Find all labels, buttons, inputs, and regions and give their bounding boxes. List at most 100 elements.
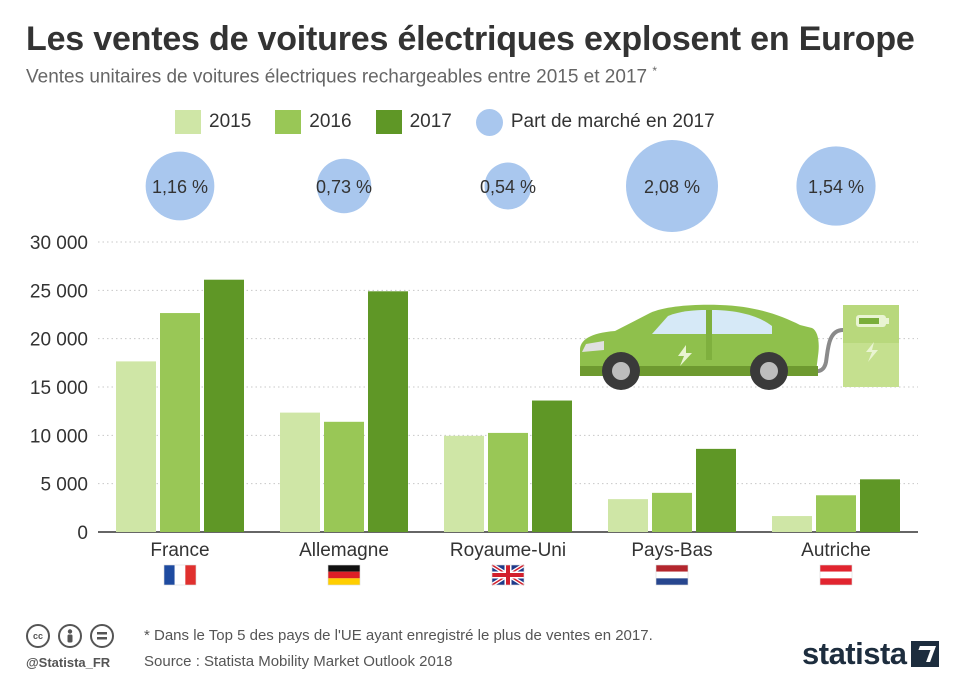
- flag-stripe: [328, 578, 360, 585]
- by-icon: [58, 624, 82, 648]
- x-tick-label: Pays-Bas: [631, 540, 712, 561]
- bar-2016: [652, 492, 692, 532]
- x-tick-label: France: [150, 540, 209, 561]
- germany-flag-icon: [327, 564, 361, 586]
- car-skirt: [580, 366, 818, 376]
- source: Source : Statista Mobility Market Outloo…: [144, 653, 453, 670]
- bar-2016: [816, 495, 856, 532]
- uk-flag-icon: [490, 563, 526, 587]
- cc-icon: cc: [26, 624, 50, 648]
- station-lightning-icon: [866, 342, 878, 362]
- car-pillar: [706, 310, 712, 360]
- legend-item-2015: 2015: [175, 110, 251, 134]
- bar-2017: [368, 291, 408, 532]
- austria-flag-icon: [819, 564, 853, 586]
- market-share-bubble: [626, 140, 718, 232]
- bars: [116, 279, 900, 532]
- battery-tip: [886, 318, 889, 324]
- market-share-label: 1,16 %: [152, 177, 208, 197]
- bar-2015: [772, 516, 812, 532]
- y-tick-label: 25 000: [30, 281, 88, 302]
- market-share-label: 1,54 %: [808, 177, 864, 197]
- legend-label-market-share: Part de marché en 2017: [510, 111, 715, 132]
- nd-icon: [90, 624, 114, 648]
- car-front-window: [652, 310, 706, 334]
- legend-item-2016: 2016: [275, 110, 352, 134]
- france-flag-icon: [163, 564, 197, 586]
- legend-swatch-market-share: [475, 108, 503, 136]
- statista-logo[interactable]: statista: [802, 636, 939, 672]
- x-tick-label: Royaume-Uni: [450, 540, 566, 561]
- market-share-bubble: [145, 151, 215, 221]
- brand-name: statista: [802, 636, 907, 671]
- flag-stripe: [656, 565, 688, 572]
- flag-stripe: [820, 578, 852, 585]
- y-tick-label: 20 000: [30, 330, 88, 351]
- bar-2015: [116, 361, 156, 532]
- statista-logo-icon: [910, 641, 939, 667]
- subtitle-footnote-mark: *: [652, 64, 658, 78]
- legend-swatch-2017: [375, 110, 402, 134]
- bar-2017: [204, 279, 244, 532]
- chart-title: Les ventes de voitures électriques explo…: [26, 20, 915, 58]
- flag-stripe: [656, 571, 688, 579]
- y-tick-label: 15 000: [30, 378, 88, 399]
- subtitle-text: Ventes unitaires de voitures électriques…: [26, 66, 648, 88]
- bar-2017: [860, 479, 900, 532]
- social-handle: @Statista_FR: [26, 655, 111, 670]
- equals-glyph: [97, 632, 107, 640]
- bar-2016: [488, 432, 528, 532]
- flag-border: [655, 564, 689, 586]
- flag-stripe: [164, 565, 175, 585]
- flag-stripe: [328, 571, 360, 579]
- flag-cross-red: [492, 573, 524, 577]
- electric-car-charging-icon: [580, 304, 899, 390]
- flag-border: [491, 564, 525, 586]
- x-tick-label: Allemagne: [299, 540, 389, 561]
- bar-2016: [324, 421, 364, 532]
- country-flags: [163, 563, 853, 587]
- y-axis-ticks: 0 5 000 10 000 15 000 20 000 25 000 30 000: [30, 233, 88, 544]
- market-share-bubble: [316, 158, 372, 214]
- netherlands-flag-icon: [655, 564, 689, 586]
- flag-stripe: [185, 565, 196, 585]
- chart-subtitle: Ventes unitaires de voitures électriques…: [26, 64, 657, 88]
- market-share-bubble: [484, 162, 532, 210]
- car-headlight: [582, 341, 604, 352]
- battery-level: [859, 318, 879, 324]
- y-tick-label: 5 000: [40, 475, 88, 496]
- bar-2015: [608, 499, 648, 532]
- car-rear-hub: [760, 362, 778, 380]
- market-share-label: 0,54 %: [480, 177, 536, 197]
- legend-label-2017: 2017: [409, 111, 452, 132]
- legend: 2015 2016 2017 Part de marché en 2017: [175, 108, 739, 136]
- market-share-label: 0,73 %: [316, 177, 372, 197]
- legend-label-2016: 2016: [309, 111, 352, 132]
- y-tick-label: 30 000: [30, 233, 88, 254]
- bar-2017: [532, 400, 572, 532]
- flag-stripe: [820, 571, 852, 579]
- legend-item-2017: 2017: [375, 110, 452, 134]
- bar-2017: [696, 448, 736, 532]
- flag-border: [327, 564, 361, 586]
- footnote: * Dans le Top 5 des pays de l'UE ayant e…: [144, 627, 653, 644]
- car-front-hub: [612, 362, 630, 380]
- market-share-bubble: [796, 146, 876, 226]
- legend-swatch-2015: [175, 110, 201, 134]
- license-icons: cc: [26, 624, 122, 648]
- market-share-label: 2,08 %: [644, 177, 700, 197]
- x-tick-label: Autriche: [801, 540, 871, 561]
- flag-stripe: [328, 565, 360, 572]
- car-lightning-icon: [678, 345, 692, 366]
- bar-2015: [280, 412, 320, 532]
- y-tick-label: 10 000: [30, 426, 88, 447]
- car-rear-window: [712, 310, 772, 334]
- market-share-bubbles: 1,16 % 0,73 % 0,54 % 2,08 % 1,54 %: [145, 140, 876, 232]
- y-tick-label: 0: [77, 523, 88, 544]
- legend-swatch-2016: [275, 110, 302, 134]
- bar-2015: [444, 435, 484, 532]
- flag-stripe: [656, 578, 688, 585]
- legend-label-2015: 2015: [209, 111, 252, 132]
- person-glyph: [67, 629, 73, 643]
